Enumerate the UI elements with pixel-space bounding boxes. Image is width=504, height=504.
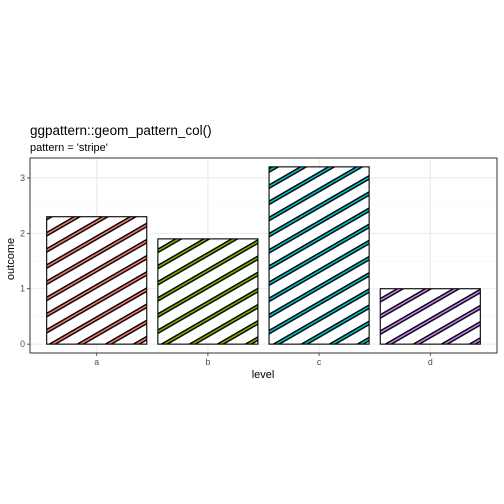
bar-d [379,288,481,345]
x-axis: a b c d [94,353,433,367]
chart-subtitle: pattern = 'stripe' [30,142,108,154]
y-axis-title: outcome [5,238,17,280]
bars [46,166,481,345]
panel-border [29,157,498,354]
bar-c [268,166,370,345]
x-tick-label: d [428,357,433,367]
y-tick-label: 2 [20,228,25,238]
y-tick-label: 3 [20,173,25,183]
x-axis-title: level [252,369,275,381]
bar-a [46,216,148,345]
y-tick-label: 1 [20,284,25,294]
x-tick-label: c [317,357,322,367]
chart-title: ggpattern::geom_pattern_col() [30,123,212,138]
y-tick-label: 0 [20,339,25,349]
x-tick-label: b [205,357,210,367]
bar-b [157,238,259,345]
y-axis: 0 1 2 3 [20,173,30,349]
x-tick-label: a [94,357,99,367]
